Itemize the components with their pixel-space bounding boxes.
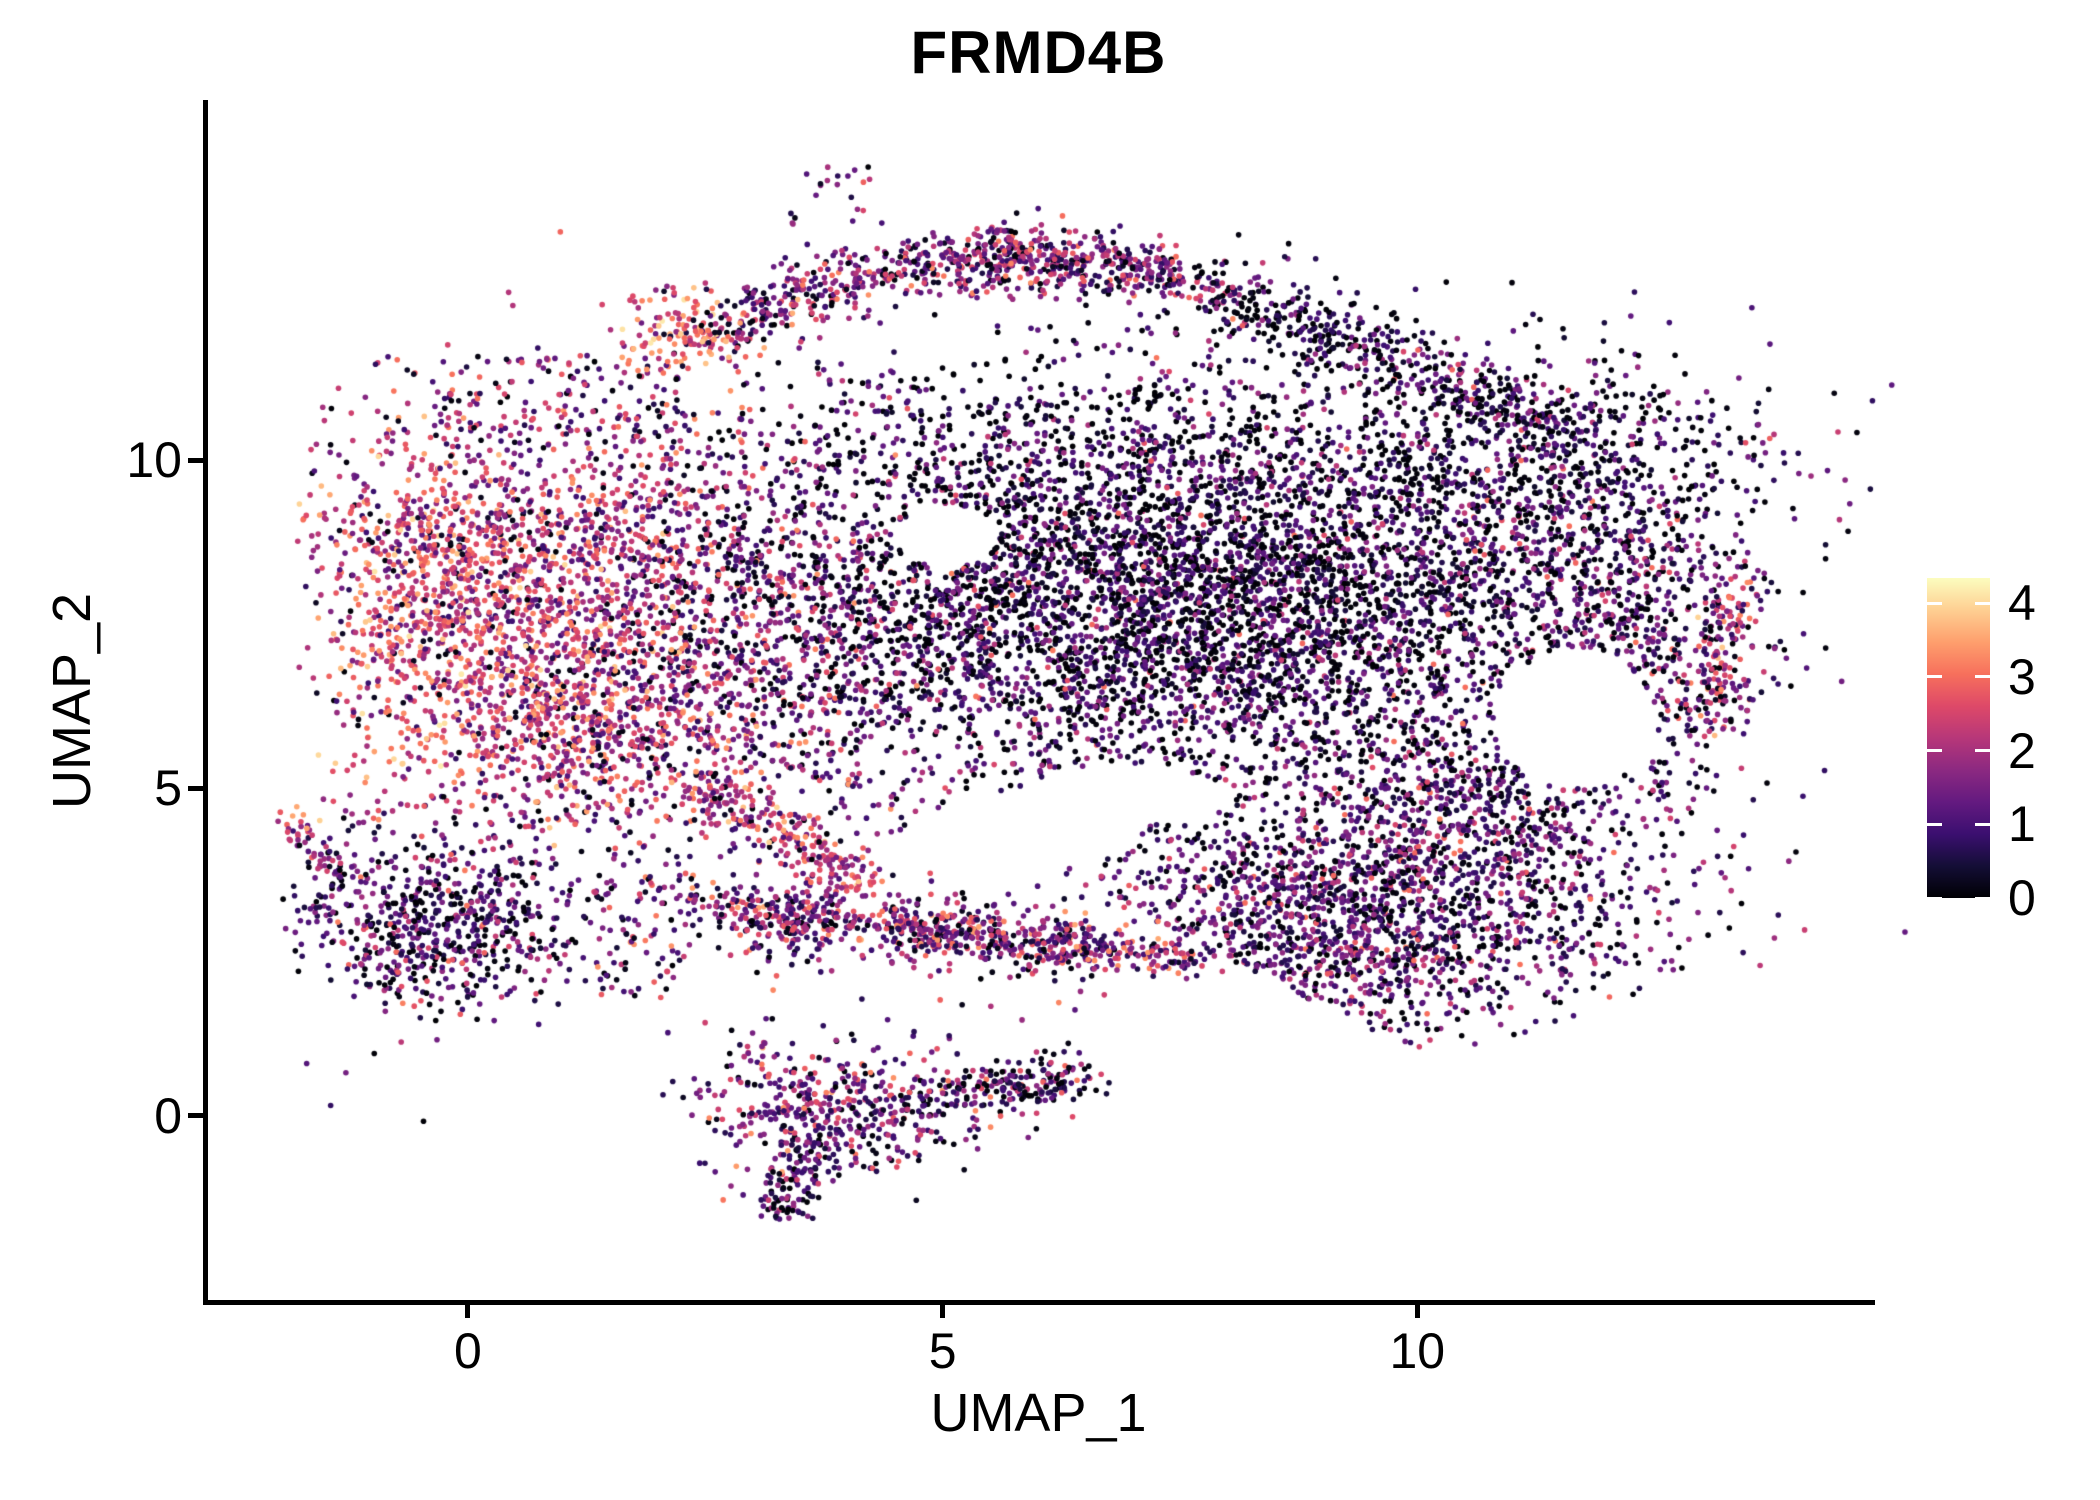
colorbar-tick [1975,749,1990,753]
x-tick-mark [465,1303,471,1318]
y-tick-label: 0 [154,1087,182,1144]
y-tick-mark [188,1113,203,1119]
x-tick-label: 10 [1389,1323,1446,1379]
colorbar-tick [1927,822,1942,826]
expression-colorbar [1927,578,1990,898]
x-tick-label: 0 [454,1323,482,1379]
colorbar-tick [1927,675,1942,679]
colorbar-tick [1927,601,1942,605]
legend-tick-label: 1 [2008,796,2036,853]
chart-title: FRMD4B [910,19,1167,86]
x-tick-label: 5 [928,1323,957,1379]
legend-tick-label: 4 [2008,575,2036,632]
x-axis-label: UMAP_1 [930,1383,1147,1443]
colorbar-tick [1975,675,1990,679]
legend-tick-label: 0 [2008,870,2036,926]
colorbar-tick [1975,896,1990,898]
legend-tick-label: 3 [2008,648,2036,705]
colorbar-tick [1927,896,1942,898]
colorbar-tick [1927,749,1942,753]
colorbar-tick [1975,822,1990,826]
colorbar-tick [1975,601,1990,605]
legend-tick-label: 2 [2008,722,2036,779]
x-axis-line [203,1300,1875,1305]
x-tick-mark [1414,1303,1420,1318]
y-tick-label: 5 [154,760,182,817]
y-axis-line [203,100,208,1305]
y-tick-mark [188,457,203,463]
y-tick-label: 10 [126,432,182,489]
x-tick-mark [940,1303,946,1318]
y-tick-mark [188,785,203,791]
